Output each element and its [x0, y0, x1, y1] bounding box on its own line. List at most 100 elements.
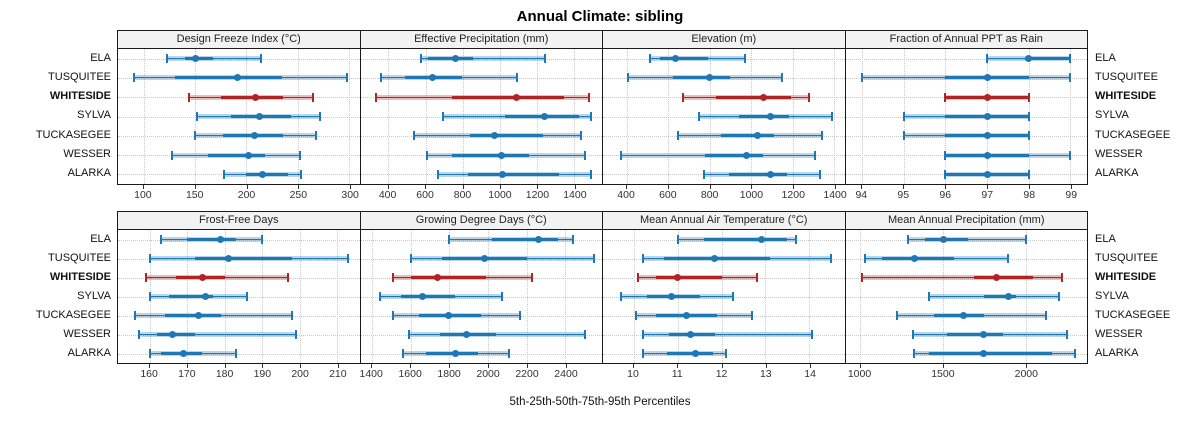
axis-tick-mark: [751, 185, 753, 189]
axis-tick-mark: [677, 364, 679, 368]
whisker-cap-p5: [402, 349, 404, 358]
whisker-cap-p5: [407, 330, 410, 339]
whisker-cap-p95: [298, 150, 301, 160]
axis-tick-mark: [488, 364, 490, 368]
whisker-cap-p95: [261, 235, 264, 244]
percentile-band-25-75: [666, 352, 713, 355]
whisker-cap-p5: [375, 92, 378, 102]
whisker-cap-p95: [315, 131, 318, 141]
horizontal-gridline: [603, 174, 845, 176]
axis-tick-label: 11: [671, 368, 683, 380]
panel-elevation-m: Elevation (m): [602, 30, 846, 185]
horizontal-gridline: [360, 315, 602, 317]
median-dot-sylva: [256, 113, 264, 120]
whisker-cap-p5: [619, 150, 622, 160]
median-dot-tusquitee: [706, 74, 714, 82]
site-label-tuckasegee: TUCKASEGEE: [35, 128, 111, 141]
whisker-cap-p5: [641, 254, 644, 263]
whisker-cap-p5: [194, 131, 197, 141]
median-dot-alarka: [983, 170, 991, 178]
whisker-cap-p95: [731, 292, 734, 301]
percentile-band-25-75: [246, 172, 288, 176]
horizontal-gridline: [603, 296, 845, 298]
whisker-cap-p5: [902, 112, 905, 121]
axis-tick-label: 2200: [515, 368, 539, 380]
panel-strip-title: Mean Annual Precipitation (mm): [845, 212, 1087, 230]
axis-tick-mark: [626, 185, 628, 189]
whisker-cap-p95: [814, 150, 817, 160]
axis-tick-mark: [667, 185, 669, 189]
median-dot-ela: [534, 236, 542, 243]
panel-mean-annual-air-temperature-c: Mean Annual Air Temperature (°C): [602, 211, 846, 364]
axis-tick-label: 98: [1023, 189, 1036, 201]
panel-growing-degree-days-c: Growing Degree Days (°C): [359, 211, 603, 364]
whisker-cap-p95: [572, 235, 575, 244]
axis-tick-label: 180: [215, 368, 234, 380]
axis-tick-label: 1200: [525, 189, 550, 201]
median-dot-whiteside: [983, 93, 991, 101]
range-line: [408, 334, 585, 335]
whisker-cap-p5: [861, 273, 864, 282]
percentile-band-25-75: [947, 333, 1004, 336]
percentile-band-25-75: [428, 57, 473, 61]
panel-strip-title: Elevation (m): [603, 31, 845, 49]
whisker-cap-p5: [148, 292, 151, 301]
whisker-cap-p5: [133, 73, 136, 83]
range-line: [167, 58, 261, 60]
axis-tick-mark: [721, 364, 723, 368]
panel-strip-title: Frost-Free Days: [118, 212, 360, 230]
axis-tick-label: 800: [453, 189, 472, 201]
whisker-cap-p95: [831, 112, 834, 121]
horizontal-gridline: [845, 58, 1087, 60]
axis-tick-label: 210: [329, 368, 347, 380]
panel-strip-title: Growing Degree Days (°C): [360, 212, 602, 230]
whisker-cap-p95: [234, 349, 237, 358]
axis-tick-mark: [410, 364, 412, 368]
percentile-band-25-75: [220, 95, 284, 99]
axis-tick-mark: [709, 185, 711, 189]
whisker-cap-p5: [413, 131, 416, 141]
horizontal-gridline: [118, 277, 360, 279]
horizontal-gridline: [603, 353, 845, 355]
right-site-labels: ELA TUSQUITEE WHITESIDE SYLVA TUCKASEGEE WESS…: [1088, 30, 1200, 185]
panel-strip-title: Design Freeze Index (°C): [118, 31, 360, 49]
percentile-band-25-75: [984, 295, 1016, 298]
range-line: [862, 277, 1063, 278]
axis-tick-label: 1000: [488, 189, 512, 201]
plot-area: [118, 49, 360, 184]
median-dot-tusquitee: [711, 255, 719, 262]
whisker-cap-p95: [751, 311, 754, 320]
panel-fraction-of-annual-ppt-as-rain: Fraction of Annual PPT as Rain: [844, 30, 1088, 185]
whisker-cap-p5: [907, 235, 910, 244]
whisker-cap-p95: [587, 92, 590, 102]
axis-tick-label: 94: [855, 189, 868, 201]
panel-strip-title: Mean Annual Air Temperature (°C): [603, 212, 845, 230]
axis-tick-label: 600: [659, 189, 677, 201]
axis-tick-mark: [565, 364, 567, 368]
median-dot-tusquitee: [429, 74, 437, 82]
panel-strip-title: Effective Precipitation (mm): [360, 31, 602, 49]
whisker-cap-p95: [589, 112, 592, 121]
plot-area: [603, 49, 845, 184]
whisker-cap-p5: [637, 273, 640, 282]
site-label-whiteside: WHITESIDE: [1095, 90, 1157, 103]
median-dot-tusquitee: [911, 255, 919, 262]
median-dot-ela: [672, 55, 680, 63]
site-label-alarka: ALARKA: [1095, 167, 1139, 180]
whisker-cap-p5: [648, 54, 651, 64]
whisker-cap-p95: [515, 73, 518, 83]
percentile-band-25-75: [168, 295, 214, 298]
site-label-whiteside: WHITESIDE: [49, 90, 111, 103]
whisker-cap-p95: [1069, 54, 1072, 64]
site-label-sylva: SYLVA: [1095, 289, 1129, 302]
axis-tick-mark: [987, 185, 989, 189]
page-title: Annual Climate: sibling: [516, 8, 684, 25]
whisker-cap-p5: [641, 330, 644, 339]
median-dot-whiteside: [434, 274, 442, 281]
site-label-tusquitee: TUSQUITEE: [48, 251, 111, 264]
median-dot-wesser: [742, 151, 750, 159]
axis-tick-mark: [945, 185, 947, 189]
percentile-band-25-75: [187, 238, 236, 241]
horizontal-gridline: [118, 315, 360, 317]
axis-gutter: [1088, 364, 1200, 385]
